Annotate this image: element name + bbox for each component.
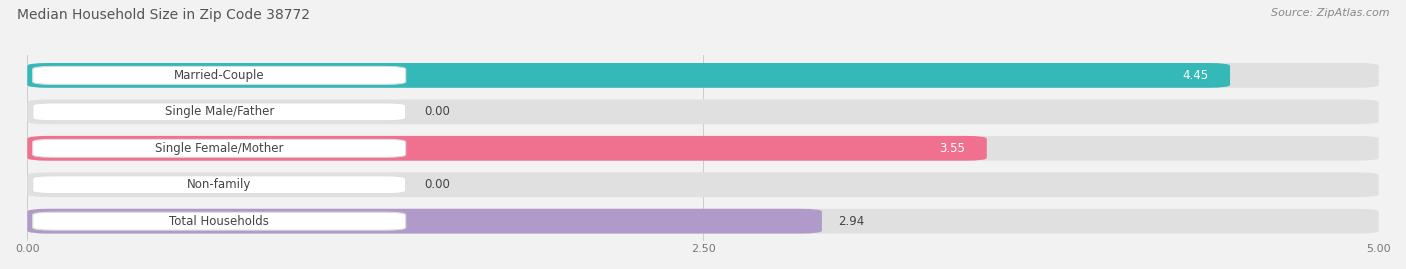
FancyBboxPatch shape [27,209,1379,233]
FancyBboxPatch shape [27,63,1379,88]
Text: Median Household Size in Zip Code 38772: Median Household Size in Zip Code 38772 [17,8,309,22]
FancyBboxPatch shape [27,136,987,161]
FancyBboxPatch shape [27,209,823,233]
Text: 3.55: 3.55 [939,142,965,155]
FancyBboxPatch shape [32,139,406,157]
FancyBboxPatch shape [27,100,1379,124]
Text: 0.00: 0.00 [425,178,450,191]
FancyBboxPatch shape [32,66,406,84]
FancyBboxPatch shape [32,103,406,121]
FancyBboxPatch shape [27,172,1379,197]
FancyBboxPatch shape [27,136,1379,161]
Text: Single Female/Mother: Single Female/Mother [155,142,284,155]
Text: 0.00: 0.00 [425,105,450,118]
Text: Total Households: Total Households [169,215,269,228]
FancyBboxPatch shape [32,212,406,230]
Text: Single Male/Father: Single Male/Father [165,105,274,118]
Text: Source: ZipAtlas.com: Source: ZipAtlas.com [1271,8,1389,18]
FancyBboxPatch shape [32,176,406,194]
FancyBboxPatch shape [27,63,1230,88]
Text: 2.94: 2.94 [838,215,865,228]
Text: 4.45: 4.45 [1182,69,1208,82]
Text: Married-Couple: Married-Couple [174,69,264,82]
Text: Non-family: Non-family [187,178,252,191]
